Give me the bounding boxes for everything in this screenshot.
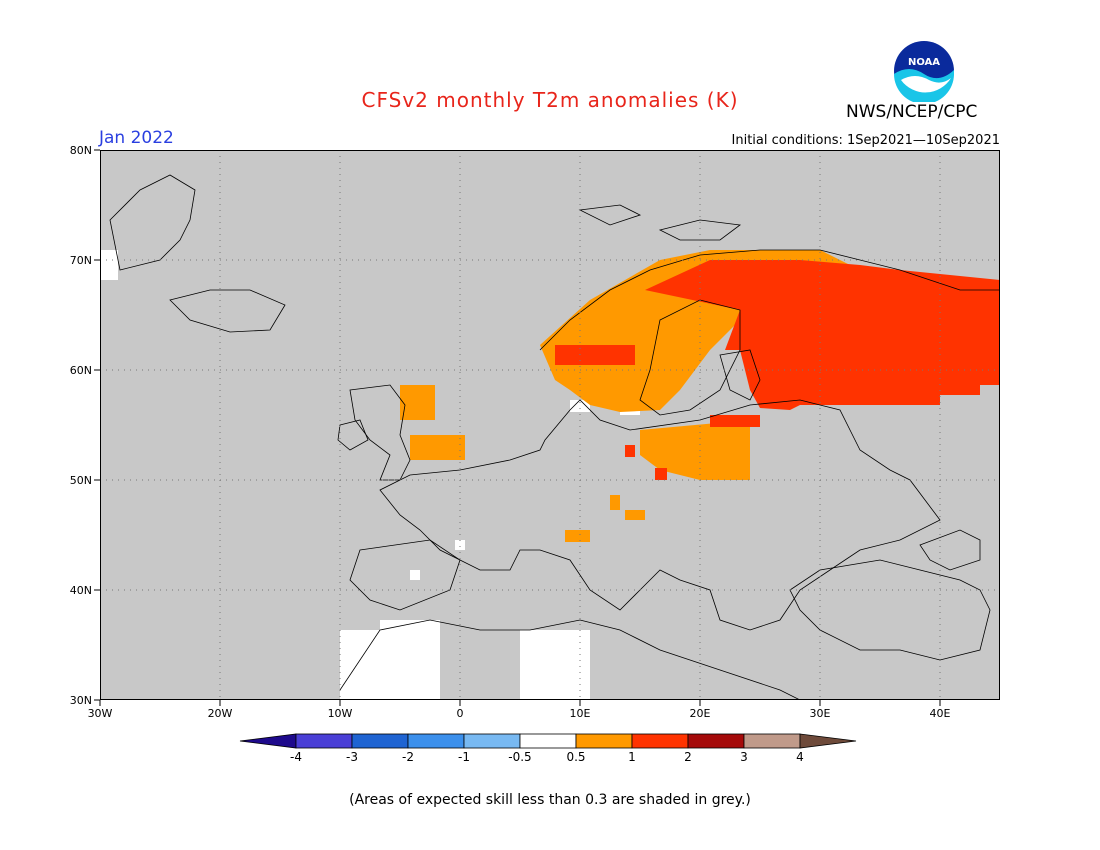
lon-tick-label: 10E bbox=[570, 707, 591, 720]
colorbar-arrow-high bbox=[799, 733, 857, 749]
lon-tick-label: 20W bbox=[208, 707, 233, 720]
coastlines bbox=[109, 174, 1000, 700]
lat-tick-label: 60N bbox=[70, 364, 92, 377]
lat-tick-label: 80N bbox=[70, 144, 92, 157]
colorbar-arrow-low bbox=[239, 733, 297, 749]
colorbar-tick-label: 3 bbox=[740, 750, 748, 764]
forecast-month: Jan 2022 bbox=[99, 128, 174, 148]
colorbar-bin bbox=[351, 733, 409, 749]
anomaly-map bbox=[100, 150, 1000, 700]
lon-tick-label: 0 bbox=[457, 707, 464, 720]
colorbar-tick-label: -2 bbox=[402, 750, 414, 764]
lat-tick-label: 40N bbox=[70, 584, 92, 597]
logo-text: NOAA bbox=[908, 57, 940, 68]
longitude-labels: 30W 20W 10W 0 10E 20E 30E 40E bbox=[88, 700, 951, 720]
colorbar-bin bbox=[687, 733, 745, 749]
colorbar-bin bbox=[631, 733, 689, 749]
colorbar-tick-label: 1 bbox=[628, 750, 636, 764]
lon-tick-label: 30W bbox=[88, 707, 113, 720]
lat-tick-label: 50N bbox=[70, 474, 92, 487]
colorbar-tick-label: 2 bbox=[684, 750, 692, 764]
lon-tick-label: 20E bbox=[690, 707, 711, 720]
colorbar-tick-label: -0.5 bbox=[508, 750, 531, 764]
lat-tick-label: 70N bbox=[70, 254, 92, 267]
latitude-labels: 80N 70N 60N 50N 40N 30N bbox=[70, 144, 100, 707]
colorbar-bin bbox=[295, 733, 353, 749]
anomaly-1-to-2-areas bbox=[555, 260, 1000, 480]
colorbar-bin bbox=[463, 733, 521, 749]
colorbar-bin bbox=[407, 733, 465, 749]
lat-tick-label: 30N bbox=[70, 694, 92, 707]
colorbar-bin bbox=[743, 733, 801, 749]
colorbar-tick-label: 4 bbox=[796, 750, 804, 764]
noaa-logo: NOAA bbox=[894, 41, 954, 102]
colorbar-tick-label: 0.5 bbox=[566, 750, 585, 764]
skill-footnote: (Areas of expected skill less than 0.3 a… bbox=[349, 792, 751, 808]
colorbar-bin bbox=[519, 733, 577, 749]
lon-tick-label: 40E bbox=[930, 707, 951, 720]
chart-title: CFSv2 monthly T2m anomalies (K) bbox=[361, 88, 739, 112]
map-background bbox=[100, 150, 1000, 700]
colorbar-bin bbox=[575, 733, 633, 749]
lon-tick-label: 30E bbox=[810, 707, 831, 720]
colorbar-tick-label: -1 bbox=[458, 750, 470, 764]
agency-label: NWS/NCEP/CPC bbox=[846, 102, 978, 122]
colorbar-tick-label: -3 bbox=[346, 750, 358, 764]
lon-tick-label: 10W bbox=[328, 707, 353, 720]
initial-conditions: Initial conditions: 1Sep2021—10Sep2021 bbox=[731, 133, 1000, 148]
graticule bbox=[100, 150, 1000, 700]
colorbar-tick-label: -4 bbox=[290, 750, 302, 764]
colorbar: -4 -3 -2 -1 -0.5 0.5 1 2 3 4 bbox=[239, 733, 857, 764]
